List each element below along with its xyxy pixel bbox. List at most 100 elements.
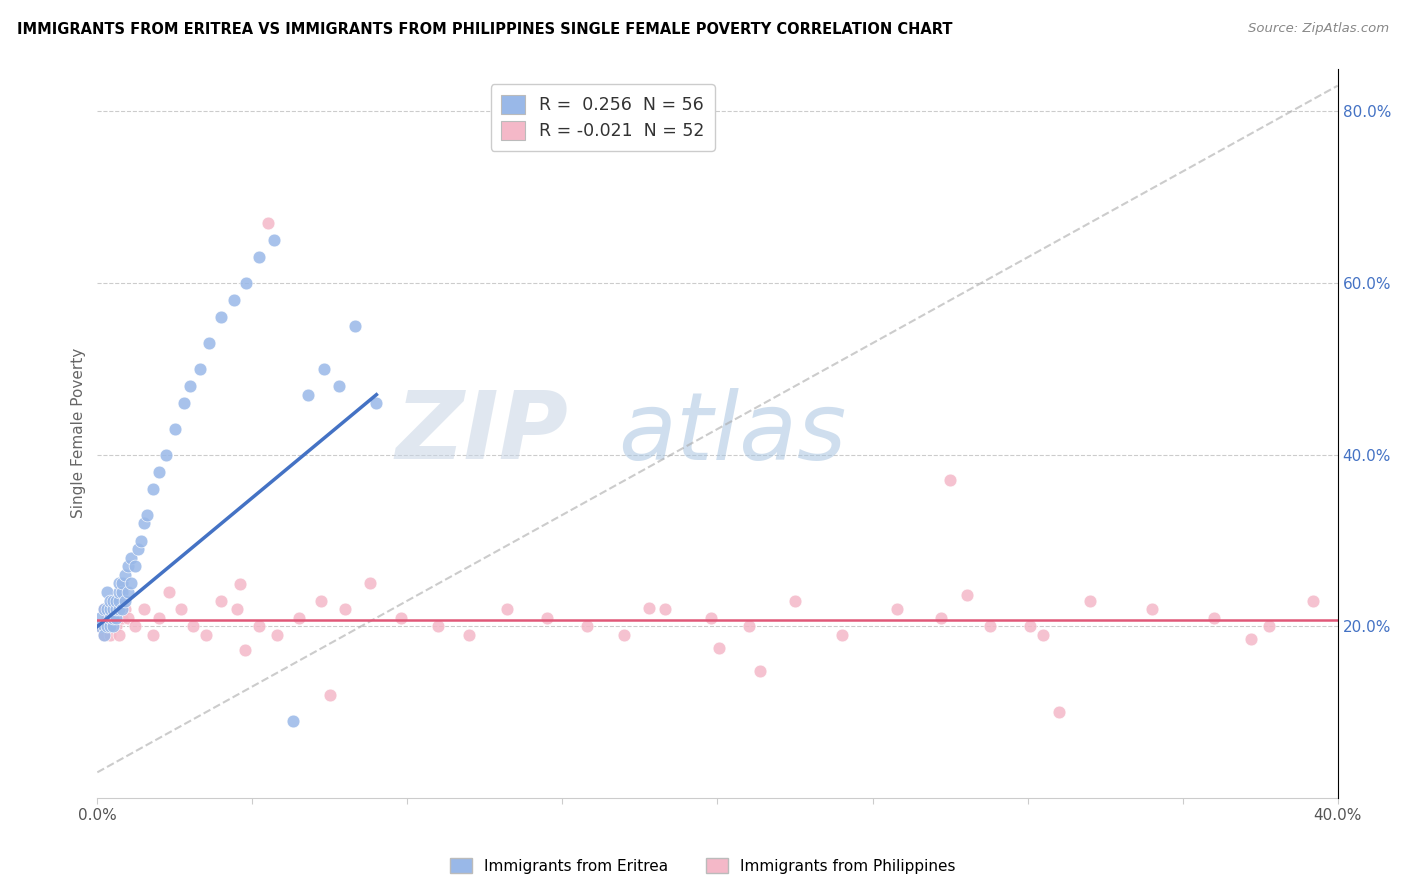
Point — [155, 448, 177, 462]
Point — [101, 602, 124, 616]
Point — [783, 593, 806, 607]
Point — [104, 611, 127, 625]
Point — [120, 576, 142, 591]
Point — [96, 611, 118, 625]
Point — [707, 641, 730, 656]
Point — [319, 688, 342, 702]
Point — [89, 619, 111, 633]
Point — [309, 593, 332, 607]
Point — [93, 602, 115, 616]
Point — [93, 628, 115, 642]
Point — [136, 508, 159, 522]
Point — [129, 533, 152, 548]
Point — [654, 602, 676, 616]
Point — [98, 611, 121, 625]
Point — [179, 379, 201, 393]
Point — [637, 601, 659, 615]
Point — [979, 619, 1001, 633]
Point — [266, 628, 288, 642]
Point — [96, 602, 118, 616]
Point — [104, 619, 127, 633]
Point — [117, 559, 139, 574]
Point — [427, 619, 450, 633]
Point — [117, 611, 139, 625]
Point — [1078, 593, 1101, 607]
Point — [148, 465, 170, 479]
Point — [111, 602, 134, 616]
Point — [104, 593, 127, 607]
Point — [142, 482, 165, 496]
Point — [101, 611, 124, 625]
Point — [101, 593, 124, 607]
Point — [312, 362, 335, 376]
Point — [1258, 619, 1281, 633]
Point — [98, 602, 121, 616]
Point — [114, 602, 136, 616]
Point — [1202, 611, 1225, 625]
Text: ZIP: ZIP — [395, 387, 568, 479]
Point — [1019, 619, 1042, 633]
Point — [101, 619, 124, 633]
Point — [389, 611, 412, 625]
Text: IMMIGRANTS FROM ERITREA VS IMMIGRANTS FROM PHILIPPINES SINGLE FEMALE POVERTY COR: IMMIGRANTS FROM ERITREA VS IMMIGRANTS FR… — [17, 22, 952, 37]
Point — [359, 576, 381, 591]
Point — [108, 576, 131, 591]
Point — [1302, 593, 1324, 607]
Point — [1032, 628, 1054, 642]
Point — [956, 588, 979, 602]
Point — [163, 422, 186, 436]
Point — [198, 336, 221, 351]
Text: atlas: atlas — [619, 388, 846, 479]
Point — [132, 516, 155, 531]
Point — [194, 628, 217, 642]
Point — [343, 318, 366, 333]
Point — [114, 593, 136, 607]
Point — [124, 619, 146, 633]
Point — [104, 602, 127, 616]
Point — [101, 611, 124, 625]
Point — [93, 602, 115, 616]
Point — [188, 362, 211, 376]
Point — [183, 619, 205, 633]
Point — [495, 602, 517, 616]
Point — [170, 602, 193, 616]
Point — [281, 714, 304, 728]
Point — [613, 628, 636, 642]
Point — [1047, 705, 1070, 719]
Point — [886, 602, 908, 616]
Point — [108, 602, 131, 616]
Point — [576, 619, 599, 633]
Legend: R =  0.256  N = 56, R = -0.021  N = 52: R = 0.256 N = 56, R = -0.021 N = 52 — [491, 85, 714, 151]
Point — [366, 396, 388, 410]
Point — [111, 576, 134, 591]
Legend: Immigrants from Eritrea, Immigrants from Philippines: Immigrants from Eritrea, Immigrants from… — [444, 852, 962, 880]
Point — [101, 593, 124, 607]
Point — [148, 611, 170, 625]
Point — [111, 585, 134, 599]
Point — [173, 396, 195, 410]
Point — [89, 611, 111, 625]
Point — [142, 628, 165, 642]
Point — [458, 628, 481, 642]
Point — [297, 387, 319, 401]
Point — [127, 542, 149, 557]
Point — [108, 628, 131, 642]
Point — [108, 585, 131, 599]
Text: Source: ZipAtlas.com: Source: ZipAtlas.com — [1249, 22, 1389, 36]
Point — [98, 619, 121, 633]
Point — [98, 602, 121, 616]
Point — [114, 568, 136, 582]
Point — [89, 619, 111, 633]
Point — [209, 593, 232, 607]
Point — [96, 585, 118, 599]
Point — [939, 474, 962, 488]
Point — [335, 602, 357, 616]
Point — [235, 276, 257, 290]
Point — [96, 619, 118, 633]
Point — [749, 664, 772, 678]
Point — [157, 585, 180, 599]
Point — [328, 379, 350, 393]
Point — [1140, 602, 1163, 616]
Point — [104, 602, 127, 616]
Point — [536, 611, 558, 625]
